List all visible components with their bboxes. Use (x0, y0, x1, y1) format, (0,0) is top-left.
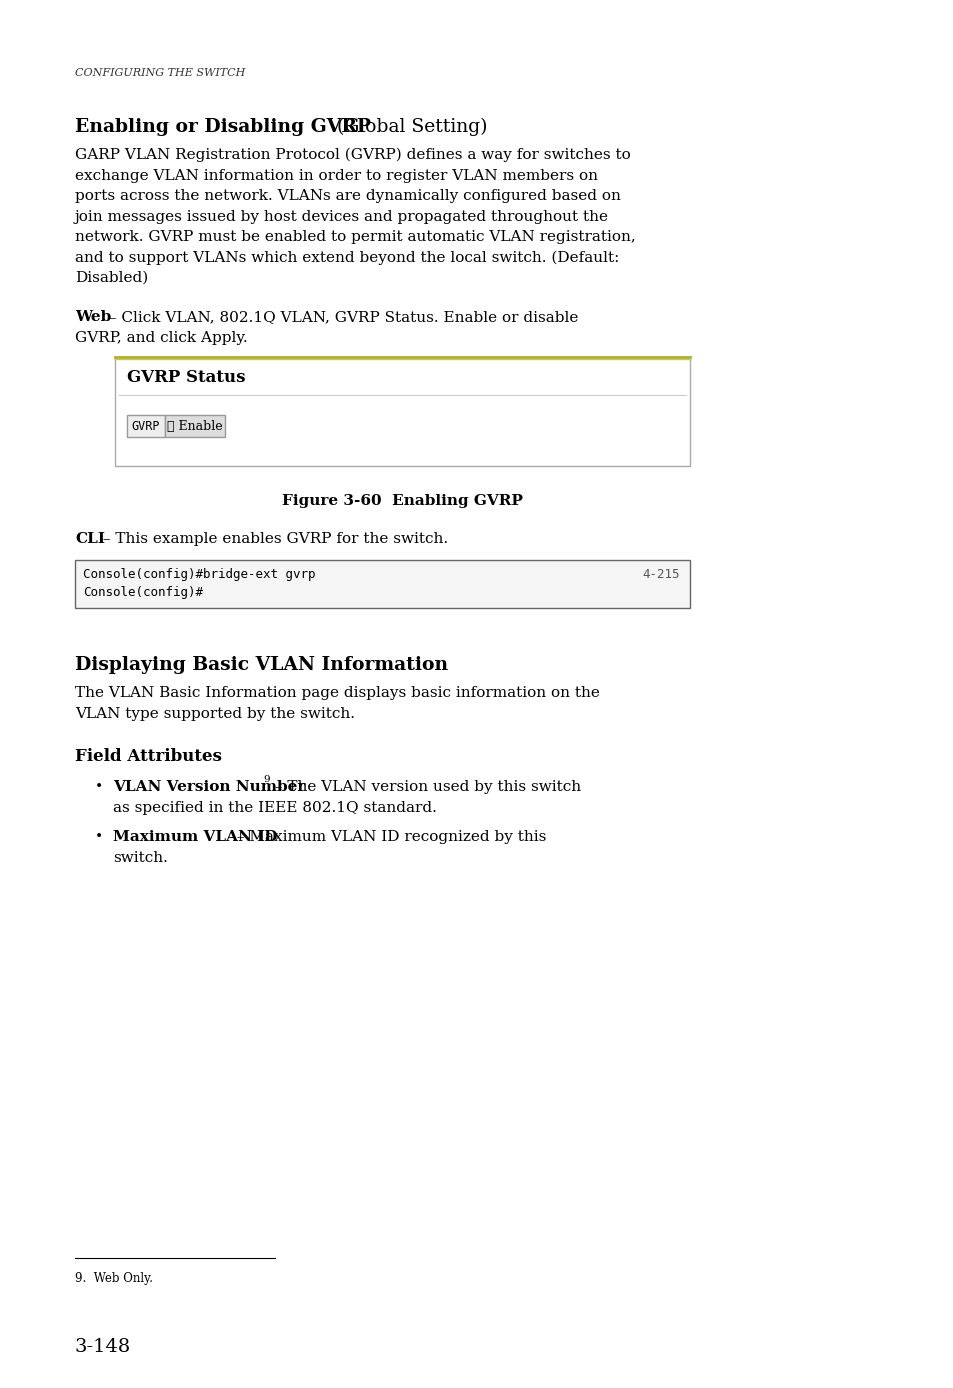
Text: 9: 9 (263, 775, 270, 784)
Text: 3-148: 3-148 (75, 1338, 132, 1356)
Text: – The VLAN version used by this switch: – The VLAN version used by this switch (270, 780, 580, 794)
Text: switch.: switch. (112, 851, 168, 865)
Text: GARP VLAN Registration Protocol (GVRP) defines a way for switches to: GARP VLAN Registration Protocol (GVRP) d… (75, 149, 630, 162)
Bar (75, 559, 689, 608)
Text: •: • (95, 780, 103, 794)
Text: VLAN Version Number: VLAN Version Number (112, 780, 305, 794)
Text: Disabled): Disabled) (75, 271, 148, 285)
Text: Enabling or Disabling GVRP: Enabling or Disabling GVRP (75, 118, 371, 136)
Bar (115, 357, 689, 466)
Text: Console(config)#bridge-ext gvrp: Console(config)#bridge-ext gvrp (83, 568, 315, 582)
Text: network. GVRP must be enabled to permit automatic VLAN registration,: network. GVRP must be enabled to permit … (75, 230, 635, 244)
Text: and to support VLANs which extend beyond the local switch. (Default:: and to support VLANs which extend beyond… (75, 250, 618, 265)
Text: GVRP: GVRP (132, 419, 160, 433)
Text: Maximum VLAN ID: Maximum VLAN ID (112, 830, 277, 844)
Text: Figure 3-60  Enabling GVRP: Figure 3-60 Enabling GVRP (282, 494, 522, 508)
Text: 9.  Web Only.: 9. Web Only. (75, 1271, 152, 1285)
Text: (Global Setting): (Global Setting) (331, 118, 487, 136)
Text: The VLAN Basic Information page displays basic information on the: The VLAN Basic Information page displays… (75, 686, 599, 700)
Text: Web: Web (75, 310, 112, 323)
Text: GVRP Status: GVRP Status (127, 369, 245, 386)
Text: Console(config)#: Console(config)# (83, 586, 203, 600)
Text: exchange VLAN information in order to register VLAN members on: exchange VLAN information in order to re… (75, 168, 598, 182)
Text: Field Attributes: Field Attributes (75, 748, 222, 765)
Text: CLI: CLI (75, 532, 105, 545)
Text: ☑ Enable: ☑ Enable (167, 419, 223, 433)
Text: CONFIGURING THE SWITCH: CONFIGURING THE SWITCH (75, 68, 245, 78)
Text: Displaying Basic VLAN Information: Displaying Basic VLAN Information (75, 657, 448, 675)
Text: as specified in the IEEE 802.1Q standard.: as specified in the IEEE 802.1Q standard… (112, 801, 436, 815)
Text: 4-215: 4-215 (641, 568, 679, 582)
Bar (127, 415, 165, 437)
Text: – This example enables GVRP for the switch.: – This example enables GVRP for the swit… (98, 532, 448, 545)
Bar (165, 415, 225, 437)
Text: GVRP, and click Apply.: GVRP, and click Apply. (75, 330, 248, 344)
Text: join messages issued by host devices and propagated throughout the: join messages issued by host devices and… (75, 210, 608, 223)
Text: – Click VLAN, 802.1Q VLAN, GVRP Status. Enable or disable: – Click VLAN, 802.1Q VLAN, GVRP Status. … (104, 310, 578, 323)
Text: •: • (95, 830, 103, 844)
Text: – Maximum VLAN ID recognized by this: – Maximum VLAN ID recognized by this (232, 830, 546, 844)
Text: ports across the network. VLANs are dynamically configured based on: ports across the network. VLANs are dyna… (75, 189, 620, 203)
Text: VLAN type supported by the switch.: VLAN type supported by the switch. (75, 706, 355, 720)
